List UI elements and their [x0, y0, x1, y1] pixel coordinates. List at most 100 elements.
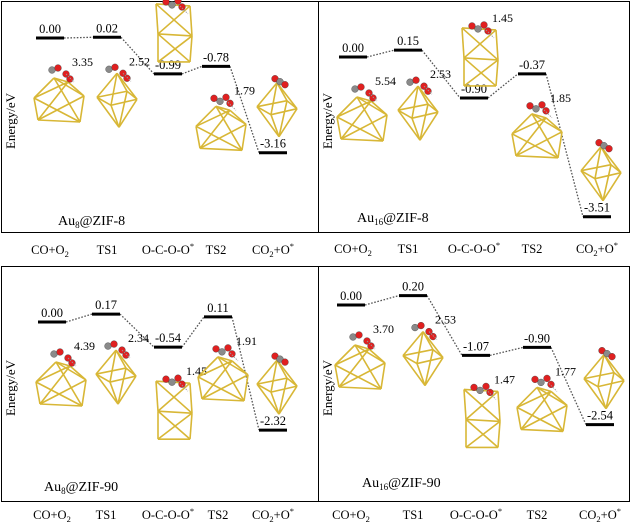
- label-subscript: 2: [65, 249, 69, 259]
- catalyst-label: Au16@ZIF-8: [357, 211, 429, 227]
- carbon-atom: [104, 342, 112, 350]
- label-subscript: 2: [366, 514, 370, 522]
- au-bond: [356, 96, 388, 116]
- x-category-label: TS2: [522, 242, 543, 256]
- x-category-label: TS1: [398, 242, 419, 256]
- au-bond: [197, 376, 245, 402]
- au-bond: [95, 373, 111, 383]
- oxygen-atom: [547, 380, 555, 388]
- au-bond: [37, 81, 69, 121]
- au-bond: [397, 109, 421, 141]
- au-bond: [81, 379, 87, 407]
- au-bond: [217, 356, 249, 376]
- au-bond: [536, 386, 568, 407]
- au-bond: [157, 412, 193, 440]
- energy-value-label: -2.32: [260, 414, 286, 428]
- carbon-atom: [406, 78, 414, 86]
- au-bond: [256, 383, 272, 393]
- oxygen-atom: [412, 76, 420, 84]
- au-bond: [199, 109, 231, 149]
- oxygen-atom: [538, 101, 546, 109]
- au-bond: [402, 354, 418, 365]
- label-text: CO+O: [334, 242, 367, 256]
- au-bond: [95, 373, 119, 405]
- au-bond: [195, 105, 217, 127]
- catalyst-element: Au: [357, 211, 374, 226]
- energy-value-label: 0.11: [207, 301, 228, 315]
- au-cluster: [95, 349, 137, 405]
- panel-frame: [318, 1, 630, 233]
- label-text: TS2: [206, 243, 227, 257]
- au-bond: [96, 96, 120, 128]
- bond-distance-label: 1.85: [550, 91, 571, 105]
- au-bond: [241, 124, 247, 151]
- x-category-label: TS1: [96, 508, 117, 522]
- oxygen-atom: [608, 353, 616, 361]
- x-category-label: CO+O2: [334, 242, 372, 258]
- au-bond: [109, 381, 119, 405]
- au-bond: [157, 35, 193, 63]
- oxygen-atom: [162, 375, 170, 383]
- au-bond: [53, 77, 85, 97]
- carbon-atom: [105, 65, 113, 73]
- y-axis-label: Energy/eV: [320, 92, 335, 149]
- bond-distance-marker: [67, 357, 77, 367]
- au-bond: [39, 365, 71, 405]
- au-bond: [397, 103, 429, 111]
- bond-distance-marker: [543, 109, 553, 119]
- x-category-label: O-C-O-O*: [448, 240, 500, 256]
- au-bond: [33, 97, 81, 123]
- label-subscript: 2: [269, 249, 273, 259]
- bond-distance-label: 2.52: [129, 54, 150, 68]
- bond-distance-marker: [179, 382, 189, 392]
- oxygen-atom: [369, 94, 377, 102]
- connector-line: [550, 347, 587, 425]
- au-bond: [583, 371, 615, 380]
- carbon-atom: [216, 97, 224, 105]
- au-bond: [96, 96, 112, 106]
- au-bond: [583, 377, 599, 388]
- catalyst-subscript: 8: [61, 486, 66, 496]
- au-bond: [117, 367, 127, 405]
- catalyst-support: @ZIF-90: [66, 480, 119, 495]
- au-bond: [95, 367, 127, 375]
- au-cluster: [511, 113, 563, 159]
- x-category-label: O-C-O-O*: [142, 241, 194, 257]
- au-bond: [520, 404, 568, 431]
- au-bond: [115, 349, 137, 377]
- label-text: +O: [274, 243, 290, 257]
- connector-line: [364, 294, 400, 306]
- energy-value-label: 0.17: [95, 298, 117, 312]
- au-bond: [427, 103, 439, 113]
- au-bond: [461, 27, 465, 59]
- au-bond: [256, 377, 288, 385]
- au-bond: [613, 372, 625, 382]
- bond-distance-label: 1.77: [555, 364, 576, 378]
- x-category-label: TS1: [97, 243, 118, 257]
- carbon-atom: [168, 378, 176, 386]
- au-bond: [116, 72, 128, 92]
- carbon-atom: [218, 348, 226, 356]
- au-bond: [256, 359, 278, 385]
- au-bond: [340, 100, 372, 140]
- au-bond: [243, 374, 249, 401]
- au-bond: [336, 96, 358, 118]
- connector-line: [545, 73, 584, 217]
- oxygen-atom: [178, 3, 186, 11]
- y-axis-label: Energy/eV: [320, 359, 335, 416]
- au-cluster: [516, 386, 568, 433]
- au-bond: [402, 348, 434, 357]
- au-bond: [336, 116, 342, 140]
- au-bond: [515, 131, 563, 157]
- x-category-label: CO2+O*: [252, 241, 294, 259]
- au-bond: [603, 354, 615, 374]
- au-bond: [465, 420, 501, 449]
- au-bond: [531, 113, 559, 159]
- au-bond: [96, 90, 128, 99]
- bond-distance-label: 1.45: [492, 11, 513, 25]
- bond-distance-label: 1.47: [494, 372, 515, 386]
- au-bond: [531, 113, 563, 133]
- au-bond: [189, 383, 193, 414]
- catalyst-element: Au: [58, 214, 75, 229]
- energy-value-label: -0.99: [155, 58, 181, 72]
